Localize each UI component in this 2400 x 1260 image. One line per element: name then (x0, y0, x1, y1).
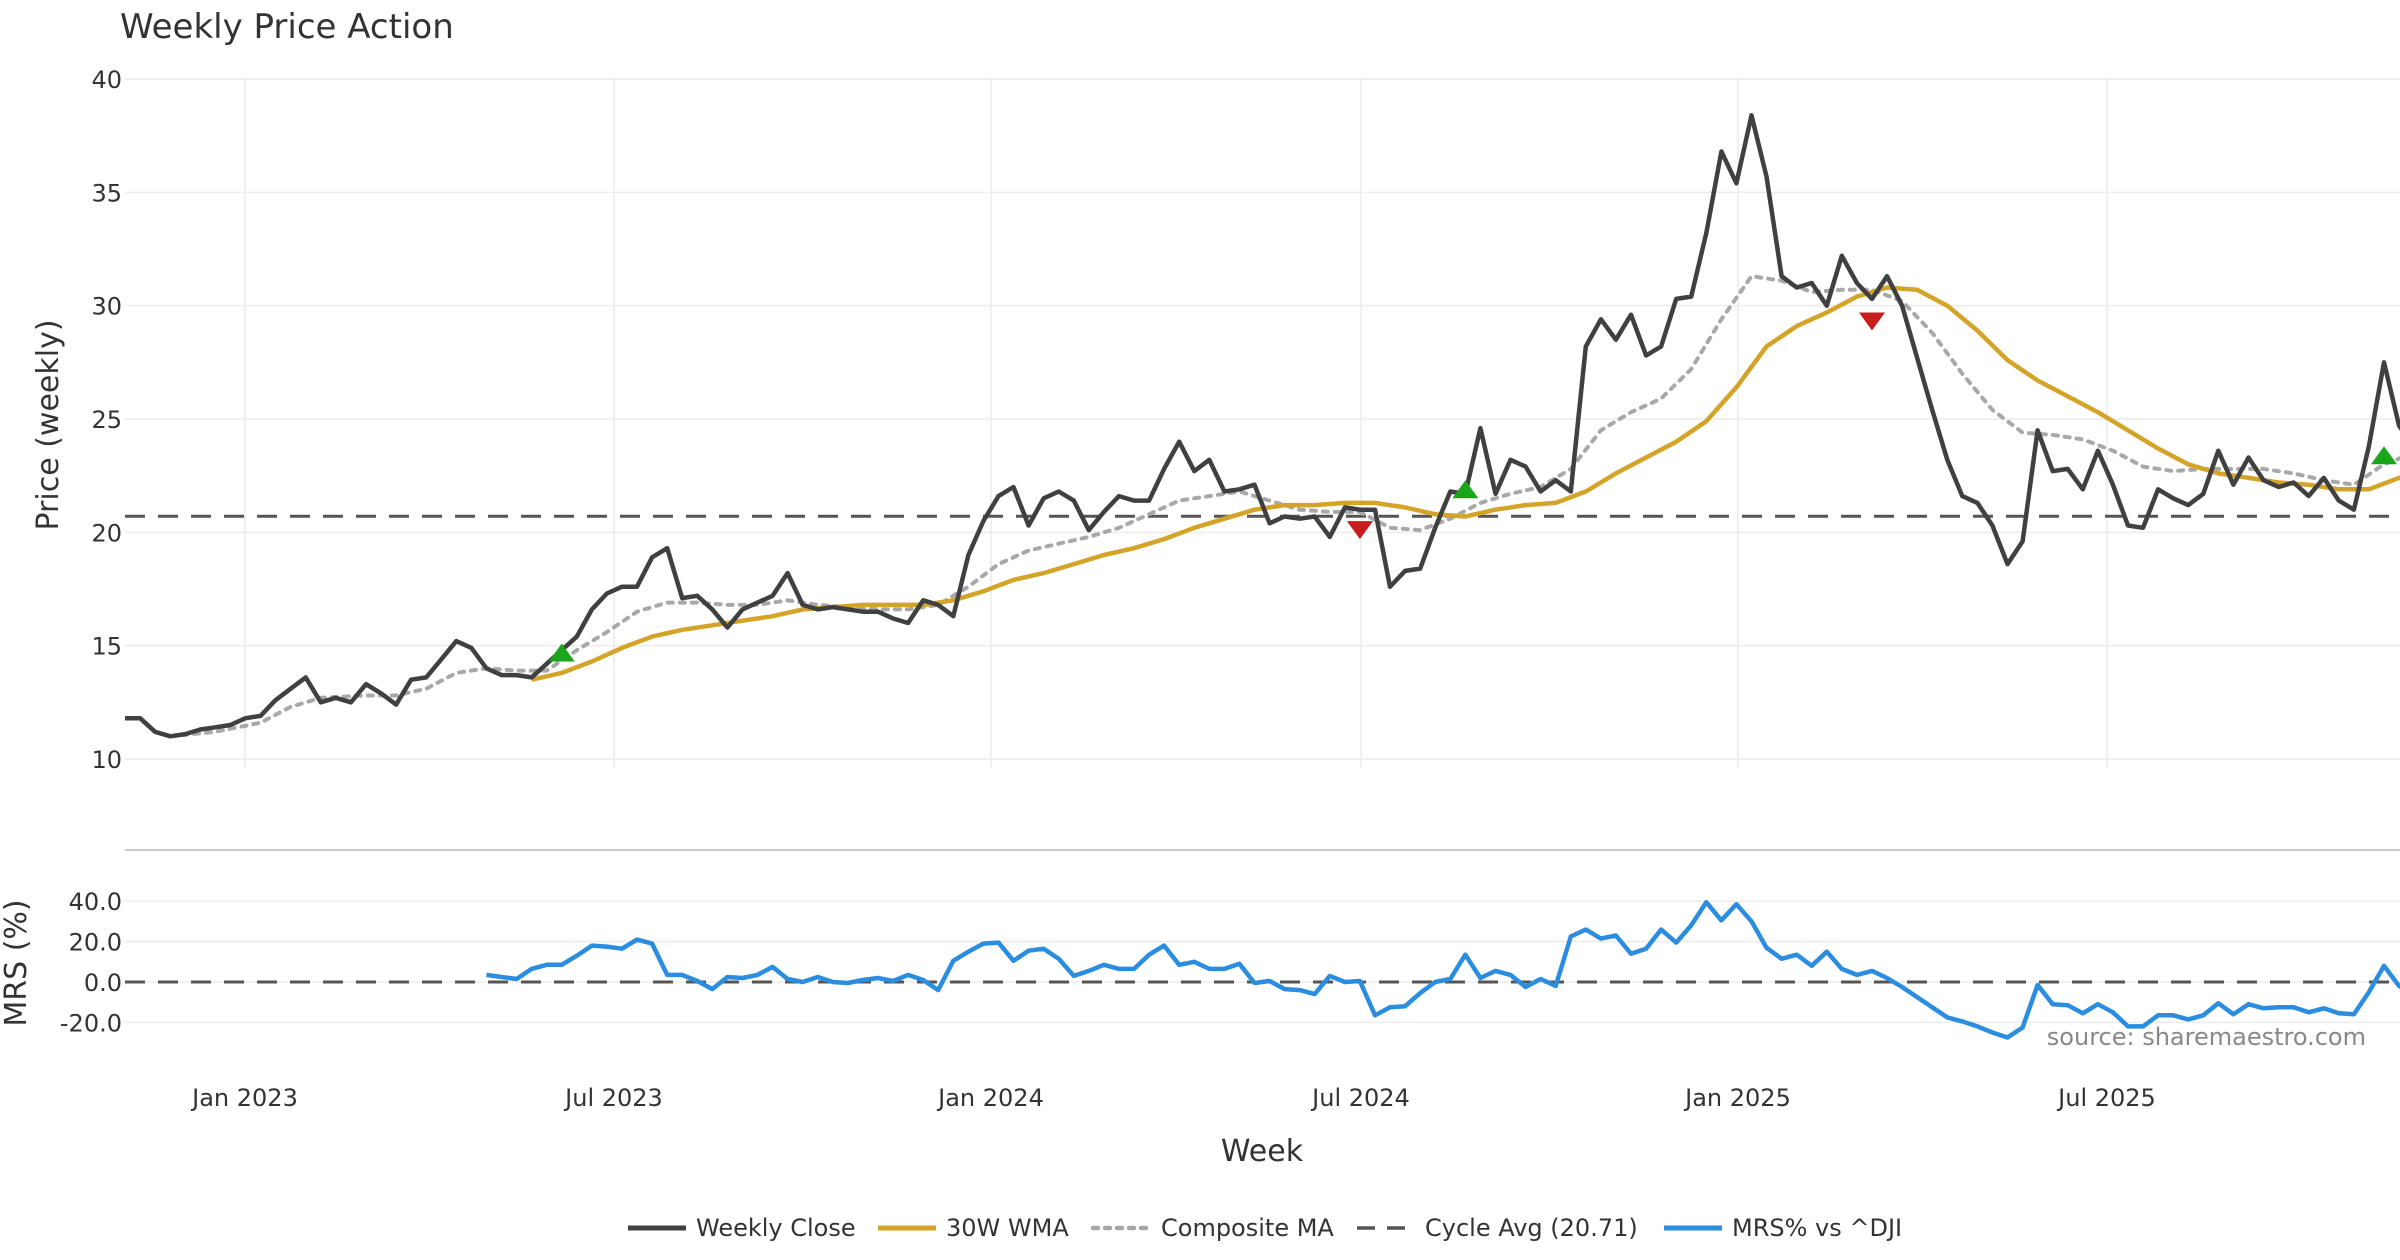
signal-buy-marker (2371, 446, 2397, 465)
mrs-panel: -20.0 0.0 20.0 40.0 MRS (%) source: sharema… (0, 888, 2400, 1051)
legend-label-composite-ma: Composite MA (1161, 1214, 1334, 1242)
signal-sell-marker (1346, 521, 1373, 540)
series-weekly-close (125, 113, 2400, 739)
price-y-axis-label: Price (weekly) (31, 319, 66, 530)
x-tick-jan-2025: Jan 2025 (1683, 1084, 1791, 1112)
series-mrs-vs-dji (486, 899, 2400, 1040)
signal-sell-marker (1858, 312, 1885, 331)
price-y-tick: 35 (91, 179, 122, 207)
source-credit: source: sharemaestro.com (2047, 1023, 2366, 1051)
mrs-y-tick: 20.0 (69, 929, 122, 957)
price-y-tick: 10 (91, 746, 122, 774)
price-y-tick-labels: 10 15 20 25 30 35 40 (91, 66, 122, 774)
signal-buy-marker (1452, 480, 1479, 499)
price-gridlines (125, 78, 2400, 768)
legend-label-cycle-avg-20-71: Cycle Avg (20.71) (1425, 1214, 1638, 1242)
price-panel: 10 15 20 25 30 35 40 Price (weekly) (31, 66, 2400, 774)
price-y-tick: 15 (91, 633, 122, 661)
mrs-y-tick: 40.0 (69, 888, 122, 916)
legend-label-mrs-vs-dji: MRS% vs ^DJI (1732, 1214, 1902, 1242)
legend-label-30w-wma: 30W WMA (946, 1214, 1069, 1242)
price-y-tick: 25 (91, 406, 122, 434)
mrs-y-tick-labels: -20.0 0.0 20.0 40.0 (60, 888, 122, 1037)
price-y-tick: 20 (91, 519, 122, 547)
mrs-series-layer (125, 899, 2400, 1040)
x-axis-label: Week (1221, 1134, 1304, 1169)
x-tick-jan-2023: Jan 2023 (190, 1084, 298, 1112)
x-tick-jul-2024: Jul 2024 (1310, 1084, 1410, 1112)
mrs-y-axis-label: MRS (%) (0, 899, 34, 1026)
price-y-tick: 30 (91, 293, 122, 321)
x-tick-jul-2025: Jul 2025 (2056, 1084, 2156, 1112)
signal-markers (548, 312, 2397, 662)
mrs-y-tick: 0.0 (84, 969, 122, 997)
price-series-layer (125, 113, 2400, 739)
x-tick-jul-2023: Jul 2023 (563, 1084, 663, 1112)
legend-label-weekly-close: Weekly Close (696, 1214, 856, 1242)
mrs-y-tick: -20.0 (60, 1009, 122, 1037)
legend: Weekly Close 30W WMA Composite MA Cycle Avg… (628, 1214, 1902, 1242)
chart-title: Weekly Price Action (120, 7, 454, 47)
series-30w-wma (531, 285, 2400, 682)
signal-buy-marker (548, 643, 575, 662)
price-y-tick: 40 (91, 66, 122, 94)
x-tick-labels: Jan 2023 Jul 2023 Jan 2024 Jul 2024 Jan 2025… (190, 1084, 2156, 1112)
x-tick-jan-2024: Jan 2024 (936, 1084, 1044, 1112)
